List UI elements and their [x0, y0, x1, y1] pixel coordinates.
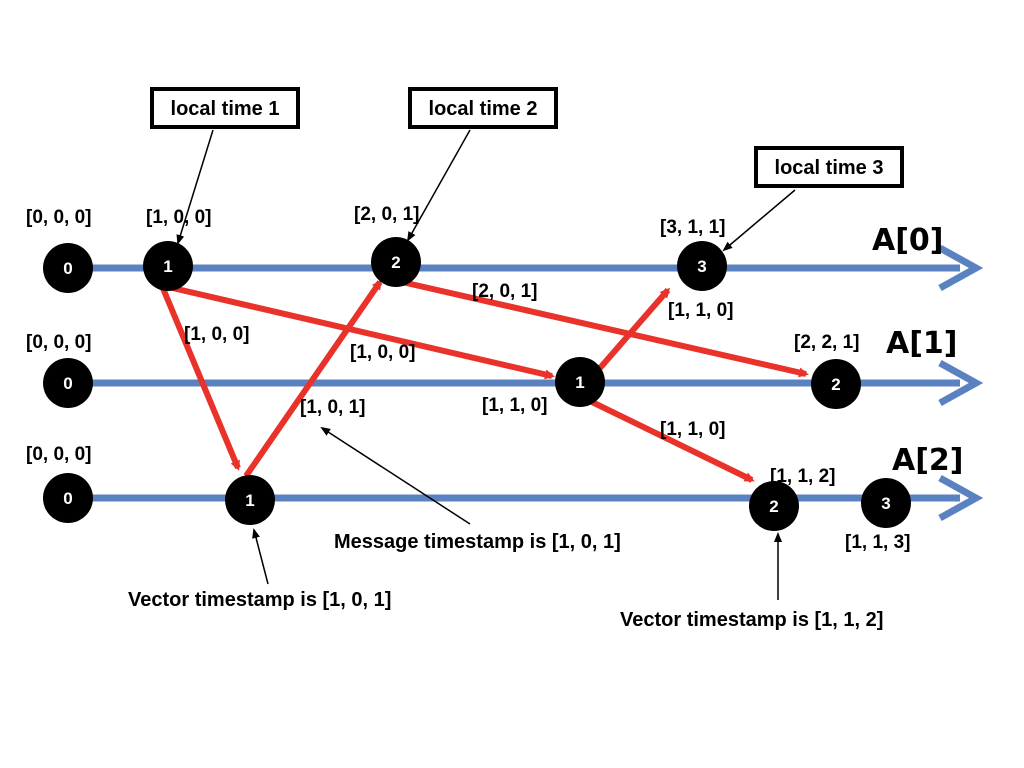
- event-node-a2-3: 3: [861, 478, 911, 528]
- event-node-a0-1: 1: [143, 241, 193, 291]
- event-node-a2-2: 2: [749, 481, 799, 531]
- message-arrow-a1e1-to-a0e3: [597, 287, 671, 370]
- svg-text:1: 1: [575, 373, 584, 392]
- message-arrow-a0e2-to-a1e2: [401, 279, 809, 378]
- svg-text:1: 1: [245, 491, 254, 510]
- message-arrow-a1e1-to-a2e2: [590, 399, 755, 483]
- svg-text:local time 3: local time 3: [775, 157, 884, 179]
- vector-label-a2-2: [1, 1, 2]: [770, 466, 835, 487]
- svg-text:3: 3: [697, 257, 706, 276]
- event-node-a1-2: 2: [811, 359, 861, 409]
- initial-vector-a2: [0, 0, 0]: [26, 444, 91, 465]
- svg-text:0: 0: [63, 374, 72, 393]
- vector-label-a0-2: [2, 0, 1]: [354, 204, 419, 225]
- pointer-arrow-local-time-1: [176, 129, 214, 245]
- svg-text:0: 0: [63, 489, 72, 508]
- message-arrow-a0e1-to-a2e1: [159, 284, 241, 471]
- message-label-a1e1-to-a0e3: [1, 1, 0]: [668, 300, 733, 321]
- annotation-vector-timestamp-a2e2: Vector timestamp is [1, 1, 2]: [620, 609, 883, 631]
- pointer-arrow-local-time-3: [722, 189, 796, 252]
- pointer-arrow-vector-timestamp-a2e1: [252, 528, 269, 585]
- svg-text:local time 2: local time 2: [429, 98, 538, 120]
- message-label-a0e1-to-a1e1: [1, 0, 0]: [350, 342, 415, 363]
- vector-label-a1-1: [1, 1, 0]: [482, 395, 547, 416]
- message-label-a1e1-to-a2e2: [1, 1, 0]: [660, 419, 725, 440]
- annotation-vector-timestamp-a2e1: Vector timestamp is [1, 0, 1]: [128, 589, 391, 611]
- event-node-a0-3: 3: [677, 241, 727, 291]
- message-label-a0e1-to-a2e1: [1, 0, 0]: [184, 324, 249, 345]
- message-arrow-a0e1-to-a1e1: [163, 283, 555, 380]
- svg-text:2: 2: [769, 497, 778, 516]
- pointer-arrow-message-timestamp: [320, 426, 471, 525]
- vector-label-a1-2: [2, 2, 1]: [794, 332, 859, 353]
- event-node-a1-1: 1: [555, 357, 605, 407]
- initial-vector-a1: [0, 0, 0]: [26, 332, 91, 353]
- callout-local-time-1: local time 1: [150, 87, 300, 129]
- callout-local-time-2: local time 2: [408, 87, 558, 129]
- svg-text:1: 1: [163, 257, 172, 276]
- svg-text:local time 1: local time 1: [171, 98, 280, 120]
- initial-vector-a0: [0, 0, 0]: [26, 207, 91, 228]
- timeline-a2: [68, 474, 984, 522]
- event-node-a2-0: 0: [43, 473, 93, 523]
- event-node-a0-2: 2: [371, 237, 421, 287]
- process-label-a0: A[0]: [872, 223, 944, 258]
- svg-text:3: 3: [881, 494, 890, 513]
- vector-label-a0-3: [3, 1, 1]: [660, 217, 725, 238]
- timeline-a0: [68, 244, 984, 292]
- message-label-a0e2-to-a1e2: [2, 0, 1]: [472, 281, 537, 302]
- callout-local-time-3: local time 3: [754, 146, 904, 188]
- svg-text:2: 2: [391, 253, 400, 272]
- process-label-a2: A[2]: [892, 443, 964, 478]
- svg-text:0: 0: [63, 259, 72, 278]
- message-arrow-a2e1-to-a0e2: [243, 279, 383, 478]
- process-label-a1: A[1]: [886, 326, 958, 361]
- vector-label-a0-1: [1, 0, 0]: [146, 207, 211, 228]
- pointer-arrow-local-time-2: [407, 129, 471, 242]
- svg-text:2: 2: [831, 375, 840, 394]
- message-label-a2e1-to-a0e2: [1, 0, 1]: [300, 397, 365, 418]
- vector-label-a2-3: [1, 1, 3]: [845, 532, 910, 553]
- event-node-a0-0: 0: [43, 243, 93, 293]
- event-node-a2-1: 1: [225, 475, 275, 525]
- event-node-a1-0: 0: [43, 358, 93, 408]
- annotation-message-timestamp: Message timestamp is [1, 0, 1]: [334, 531, 621, 553]
